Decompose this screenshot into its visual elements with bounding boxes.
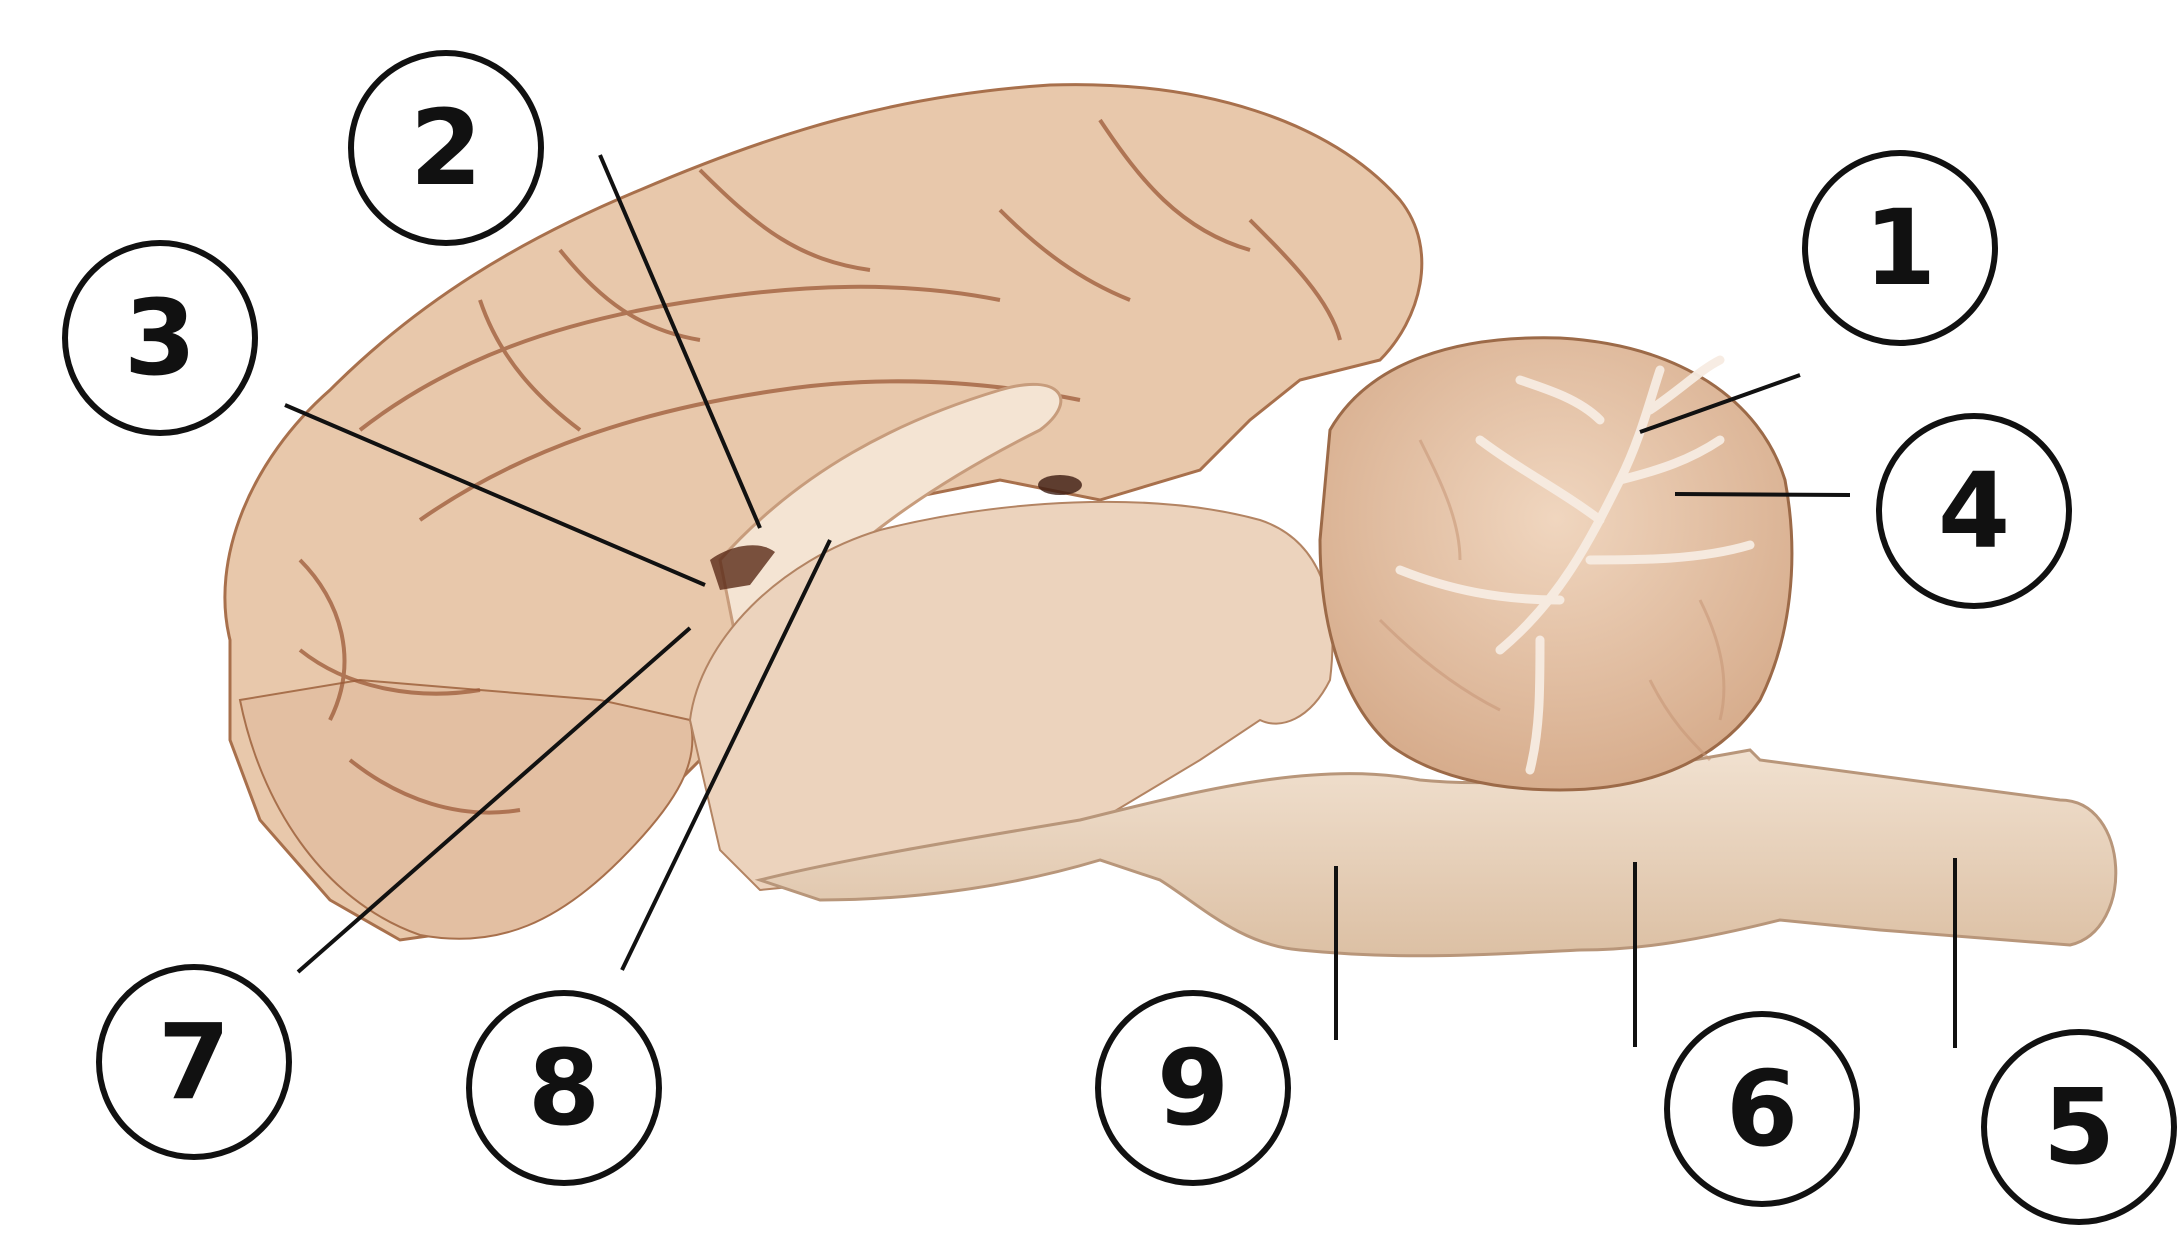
label-5: 5 xyxy=(1981,1029,2177,1225)
label-6: 6 xyxy=(1664,1011,1860,1207)
pointer-lines xyxy=(284,154,1957,1048)
label-2-text: 2 xyxy=(409,87,483,209)
brainstem xyxy=(754,748,2118,958)
diencephalon xyxy=(688,500,1334,892)
label-7: 7 xyxy=(96,964,292,1160)
label-3: 3 xyxy=(62,240,258,436)
label-8-text: 8 xyxy=(527,1027,601,1149)
pointer-4 xyxy=(1674,492,1851,497)
pointer-3 xyxy=(284,403,706,587)
label-4-text: 4 xyxy=(1937,450,2011,572)
ventricle-gap xyxy=(710,545,775,590)
label-1-text: 1 xyxy=(1863,187,1937,309)
pointer-7 xyxy=(296,626,692,974)
label-9: 9 xyxy=(1095,990,1291,1186)
label-4: 4 xyxy=(1876,413,2072,609)
label-7-text: 7 xyxy=(157,1001,231,1123)
label-6-text: 6 xyxy=(1725,1048,1799,1170)
pointer-2 xyxy=(598,154,762,529)
label-2: 2 xyxy=(348,50,544,246)
label-5-text: 5 xyxy=(2042,1066,2116,1188)
label-8: 8 xyxy=(466,990,662,1186)
lateral-ventricle-opening xyxy=(1038,475,1082,495)
label-3-text: 3 xyxy=(123,277,197,399)
pointer-1 xyxy=(1639,373,1801,434)
cerebellum xyxy=(1318,336,1794,792)
label-9-text: 9 xyxy=(1156,1027,1230,1149)
label-1: 1 xyxy=(1802,150,1998,346)
pointer-8 xyxy=(620,539,832,971)
